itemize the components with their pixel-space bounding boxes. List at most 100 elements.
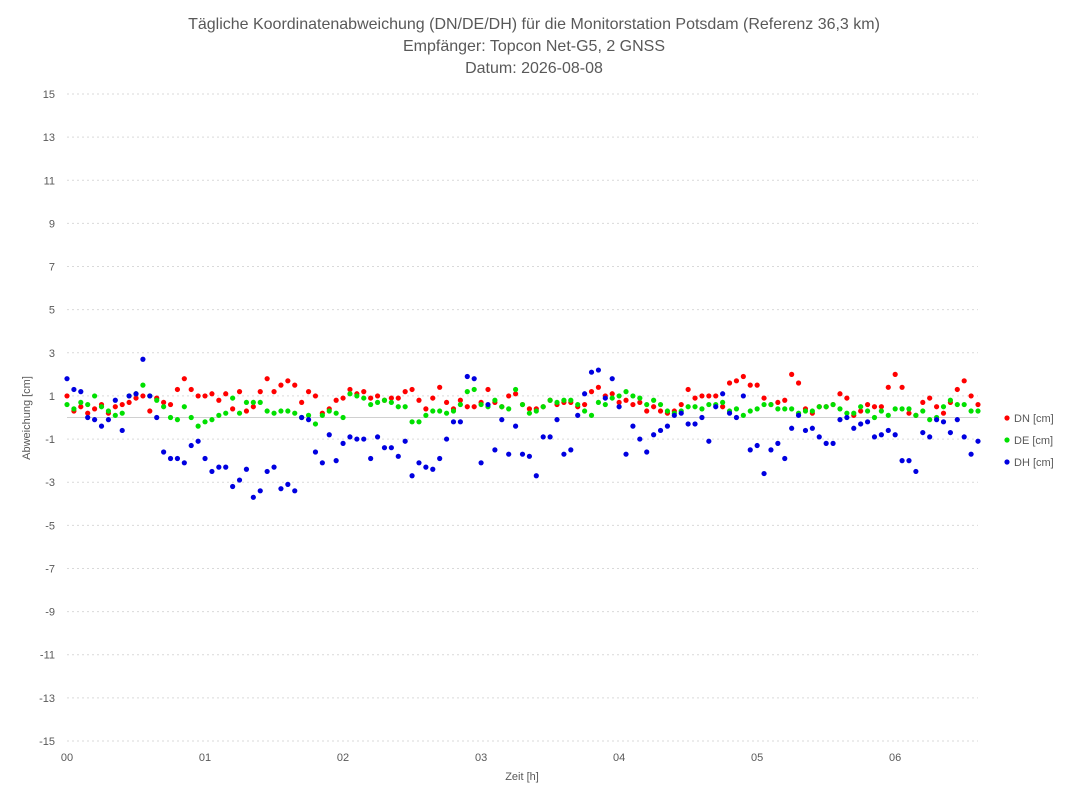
data-point-dn xyxy=(740,373,746,380)
data-point-dn xyxy=(147,408,153,414)
data-point-de xyxy=(519,401,526,408)
x-axis-ticks: 00 01 02 03 04 05 06 xyxy=(61,752,901,764)
data-point-de xyxy=(644,401,650,408)
data-point-dh xyxy=(223,464,229,470)
data-point-dh xyxy=(554,417,560,423)
x-tick-label: 03 xyxy=(475,752,487,764)
data-point-de xyxy=(285,408,291,414)
y-tick-label: 11 xyxy=(44,175,55,187)
data-point-dn xyxy=(92,406,98,412)
y-tick-label: 1 xyxy=(49,391,55,403)
data-point-dn xyxy=(582,401,588,408)
data-point-dn xyxy=(747,382,753,388)
data-point-de xyxy=(609,395,615,401)
data-point-de xyxy=(554,399,560,406)
y-tick-label: -9 xyxy=(45,607,55,619)
data-point-dh xyxy=(195,438,201,444)
data-point-de xyxy=(616,393,622,399)
data-point-dn xyxy=(333,397,339,403)
data-point-de xyxy=(885,412,891,418)
data-point-dn xyxy=(292,382,298,388)
data-point-de xyxy=(257,399,263,406)
data-point-dh xyxy=(802,427,809,434)
data-point-dn xyxy=(954,386,960,393)
data-point-de xyxy=(354,393,360,399)
data-point-de xyxy=(706,401,712,408)
data-point-dn xyxy=(968,393,974,399)
data-point-dh xyxy=(112,397,118,403)
data-point-de xyxy=(871,414,878,421)
data-point-dn xyxy=(630,401,636,408)
data-point-dn xyxy=(588,389,595,395)
data-point-dh xyxy=(409,473,415,479)
data-point-dn xyxy=(713,393,719,399)
data-point-dh xyxy=(961,434,967,440)
data-point-dn xyxy=(368,395,374,401)
data-point-dh xyxy=(430,466,436,472)
data-point-de xyxy=(809,408,815,414)
legend-label-dn: DN [cm] xyxy=(1014,413,1054,425)
legend-label-dh: DH [cm] xyxy=(1014,457,1054,469)
legend-item-de: DE [cm] xyxy=(1004,435,1053,447)
data-point-de xyxy=(430,408,436,414)
data-point-dh xyxy=(257,488,263,494)
data-point-dn xyxy=(920,399,926,406)
data-point-de xyxy=(947,397,953,403)
data-point-dh xyxy=(782,455,788,462)
data-point-dh xyxy=(519,451,526,457)
y-tick-label: 9 xyxy=(49,218,55,230)
data-point-de xyxy=(105,408,112,414)
data-point-dh xyxy=(305,417,312,423)
data-point-de xyxy=(368,401,374,408)
data-point-dn xyxy=(174,386,181,393)
data-point-de xyxy=(830,401,836,408)
data-point-dh xyxy=(250,494,256,500)
data-point-dh xyxy=(437,455,443,462)
data-point-dn xyxy=(236,389,243,395)
data-point-dh xyxy=(678,410,684,416)
data-point-dh xyxy=(78,389,84,395)
data-point-dh xyxy=(443,436,450,442)
data-point-dh xyxy=(885,427,891,434)
data-point-dh xyxy=(98,423,105,429)
data-point-dh xyxy=(512,423,519,429)
data-point-dn xyxy=(250,404,256,410)
data-point-dh xyxy=(395,453,401,459)
data-point-dn xyxy=(927,395,933,401)
data-point-dh xyxy=(588,369,595,375)
data-point-dh xyxy=(416,460,422,466)
y-tick-label: -15 xyxy=(39,736,55,748)
data-point-de xyxy=(340,414,346,421)
data-point-dh xyxy=(478,460,484,466)
data-point-de xyxy=(492,397,498,403)
data-point-dh xyxy=(450,419,457,425)
data-point-de xyxy=(402,404,408,410)
data-point-dh xyxy=(671,412,677,418)
data-point-de xyxy=(864,408,871,414)
data-point-dh xyxy=(271,464,277,470)
data-point-dn xyxy=(933,404,940,410)
data-point-de xyxy=(140,382,146,388)
data-point-de xyxy=(740,412,746,418)
data-point-dn xyxy=(361,389,367,395)
data-point-de xyxy=(526,410,533,416)
legend-marker-dn xyxy=(1004,415,1010,421)
x-tick-label: 05 xyxy=(751,752,763,764)
data-point-dh xyxy=(858,421,864,427)
data-point-dh xyxy=(361,436,367,442)
data-point-dn xyxy=(167,401,174,408)
data-point-dh xyxy=(789,425,795,431)
data-point-dn xyxy=(464,404,470,410)
data-point-de xyxy=(464,389,470,395)
data-point-de xyxy=(927,417,933,423)
data-point-dh xyxy=(105,417,112,423)
data-point-dn xyxy=(340,395,346,401)
data-point-dn xyxy=(651,404,657,410)
legend-item-dh: DH [cm] xyxy=(1004,457,1054,469)
chart-title-line-1: Tägliche Koordinatenabweichung (DN/DE/DH… xyxy=(188,16,880,33)
data-point-dh xyxy=(692,421,698,427)
data-point-dh xyxy=(312,449,319,455)
data-point-dh xyxy=(140,356,146,362)
data-point-dh xyxy=(368,455,374,462)
